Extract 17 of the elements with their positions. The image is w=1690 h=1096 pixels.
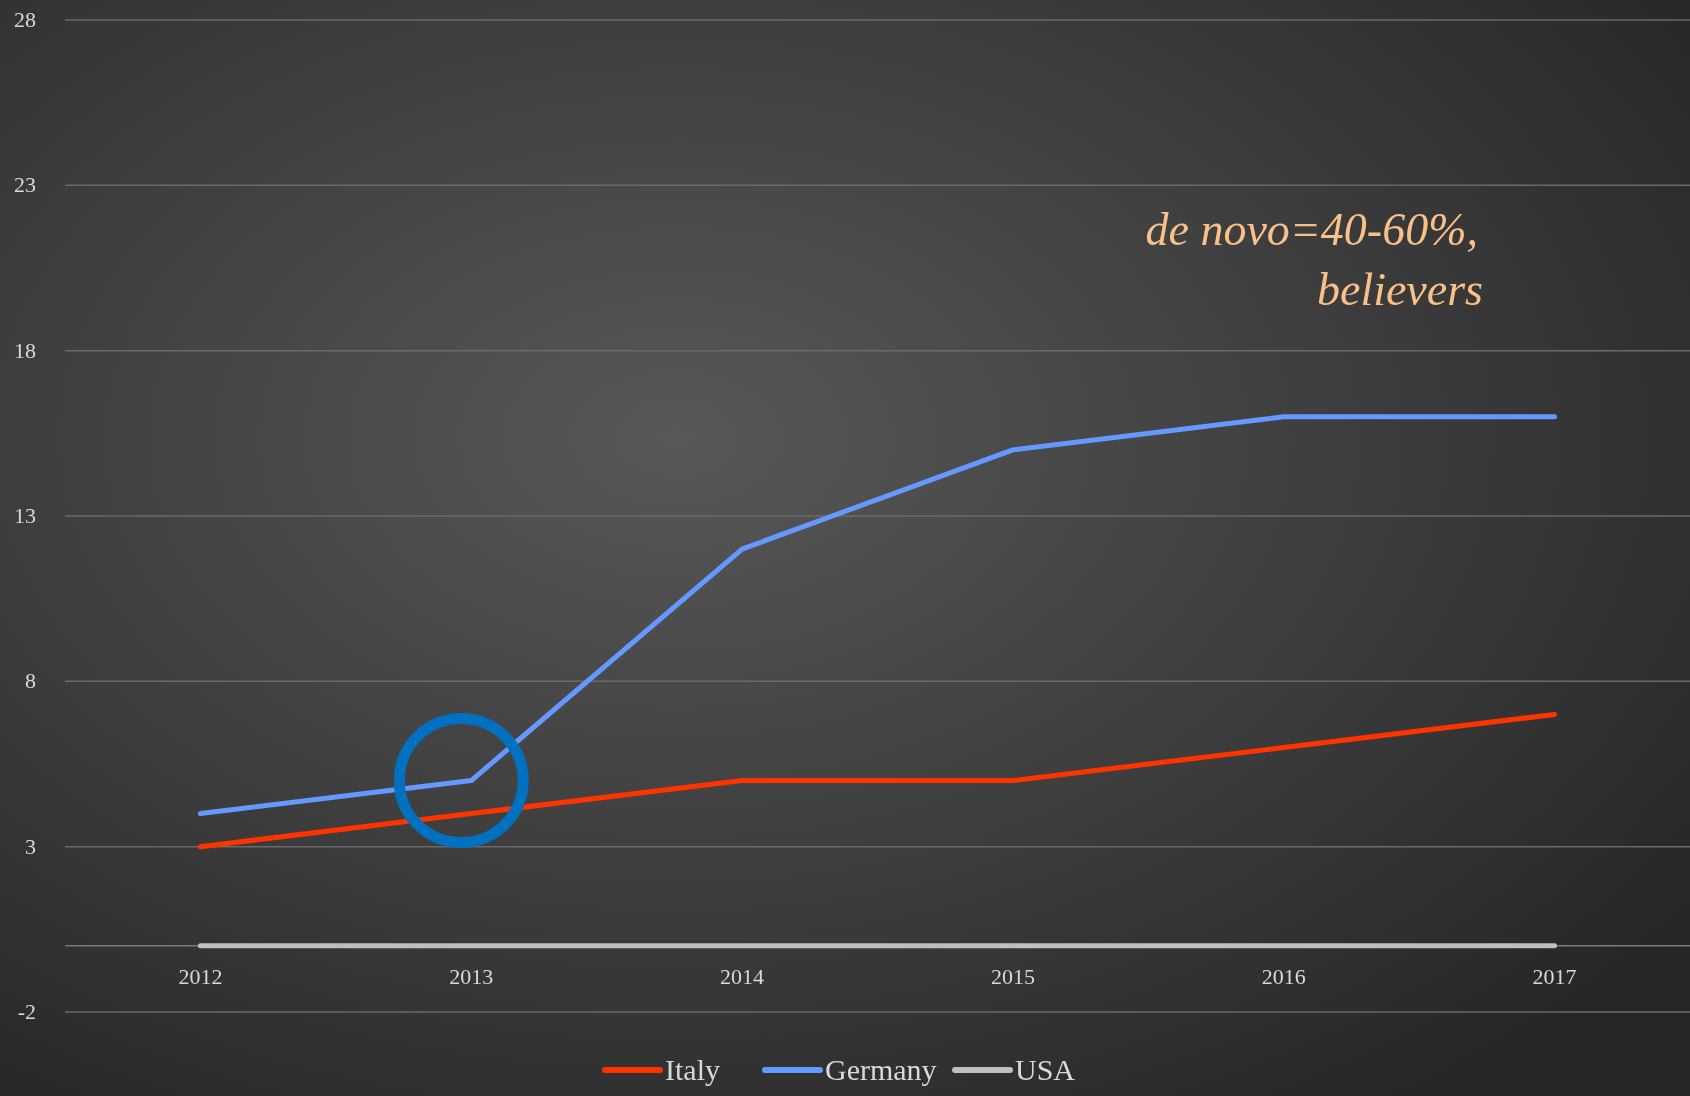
y-tick-label: 8 — [25, 668, 36, 694]
y-tick-label: 3 — [25, 833, 36, 859]
y-tick-label: 28 — [14, 7, 36, 32]
x-tick-label: 2016 — [1261, 963, 1306, 989]
y-tick-label: 23 — [14, 172, 36, 198]
y-tick-label: -2 — [17, 999, 36, 1024]
y-tick-label: 13 — [14, 503, 36, 528]
legend-label: Germany — [825, 1053, 937, 1086]
legend-label: Italy — [665, 1053, 720, 1086]
annotation: de novo=40-60%, believers — [1145, 204, 1483, 315]
y-tick-label: 18 — [14, 337, 36, 363]
x-tick-label: 2017 — [1532, 963, 1577, 989]
x-tick-label: 2014 — [720, 963, 765, 989]
x-tick-label: 2015 — [990, 963, 1035, 989]
legend-label: USA — [1015, 1053, 1076, 1086]
x-tick-label: 2012 — [178, 963, 223, 989]
x-tick-label: 2013 — [449, 963, 494, 989]
